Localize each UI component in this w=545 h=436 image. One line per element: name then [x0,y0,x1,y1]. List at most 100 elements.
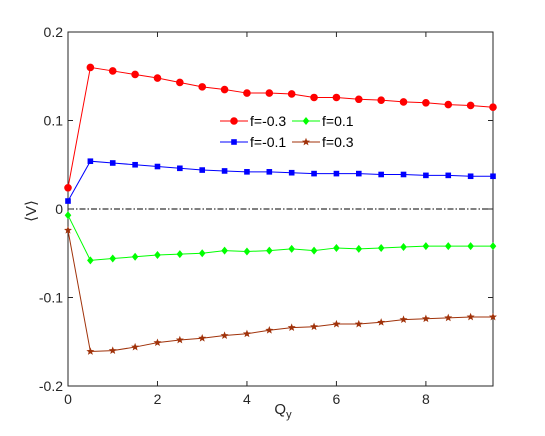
data-point [310,246,318,255]
data-point [444,242,452,251]
data-point [154,163,161,170]
data-point [489,312,497,321]
data-point [287,323,296,331]
legend-item: f=-0.3 [220,113,286,129]
data-point [198,334,207,342]
data-point [176,250,184,259]
legend-marker [231,139,237,145]
data-point [332,93,341,102]
series-layer [64,63,497,355]
data-point [489,242,497,251]
data-point [354,95,363,104]
data-point [64,183,72,192]
y-tick-label: 0.1 [44,113,64,129]
y-axis-label: ⟨V⟩ [23,200,40,222]
data-point [86,63,95,72]
data-point [175,335,184,344]
legend-item: f=0.1 [292,113,354,129]
data-point [176,78,184,87]
data-point [355,244,363,253]
data-point [131,342,140,351]
legend-marker [230,117,238,125]
y-tick-label: -0.1 [39,290,63,306]
data-point [288,244,295,253]
data-point [109,160,116,166]
data-point [422,99,430,107]
legend-label: f=0.1 [322,113,354,129]
data-point [243,247,251,256]
data-point [87,158,94,165]
legend-label: f=-0.1 [250,134,286,150]
legend-item: f=0.3 [292,134,354,150]
data-point [86,347,95,355]
data-point [355,170,362,177]
data-point [288,169,295,176]
data-point [333,170,340,177]
data-point [399,315,408,324]
data-point [199,167,206,173]
data-point [87,256,94,265]
data-point [266,169,273,175]
legend: f=-0.3 f=0.1 f=-0.1 f=0.3 [220,113,354,150]
x-axis-label: Qy [274,401,292,421]
data-point [220,85,229,94]
data-point [466,101,475,110]
data-point [109,254,117,263]
data-point [198,249,206,258]
data-point [243,89,251,97]
data-point [108,67,117,75]
data-point [490,173,496,180]
series-0 [64,63,497,192]
data-point [153,74,162,82]
series-line [67,160,493,202]
x-tick-label: 4 [243,391,251,407]
data-point [265,89,274,97]
data-point [444,100,453,109]
data-point [377,96,385,104]
x-tick-label: 2 [154,391,162,407]
data-point [177,165,183,172]
data-point [399,98,408,106]
data-point [220,331,229,339]
data-point [332,319,341,328]
data-point [310,322,319,331]
data-point [131,70,139,79]
data-point [310,93,318,102]
data-point [64,226,72,234]
data-point [467,173,474,180]
data-point [108,346,117,354]
data-point [377,318,386,326]
data-point [377,243,385,252]
data-point [65,198,71,204]
data-point [444,313,453,322]
series-line [67,214,493,261]
y-tick-label: 0.2 [44,24,64,40]
legend-item: f=-0.1 [220,134,286,150]
tick-layer: 0 2 4 6 8 -0.2 -0.1 0 0.1 0.2 [39,24,493,407]
data-point [221,168,228,174]
data-point [198,83,207,91]
data-point [64,211,72,220]
series-line [67,230,493,353]
data-point [445,172,452,179]
data-point [265,326,274,334]
x-tick-label: 0 [64,391,72,407]
data-point [153,338,162,347]
data-point [421,314,430,323]
data-point [423,172,429,179]
data-point [131,252,139,261]
data-point [422,242,430,251]
data-point [242,329,251,338]
series-3 [64,226,497,355]
y-tick-label: -0.2 [39,378,63,394]
data-point [354,319,363,328]
data-point [266,246,273,255]
series-1 [65,158,496,204]
data-point [333,243,340,252]
y-tick-label: 0 [55,201,63,217]
data-point [467,242,474,251]
legend-label: f=0.3 [322,134,354,150]
x-tick-label: 6 [333,391,341,407]
x-tick-label: 8 [422,391,430,407]
